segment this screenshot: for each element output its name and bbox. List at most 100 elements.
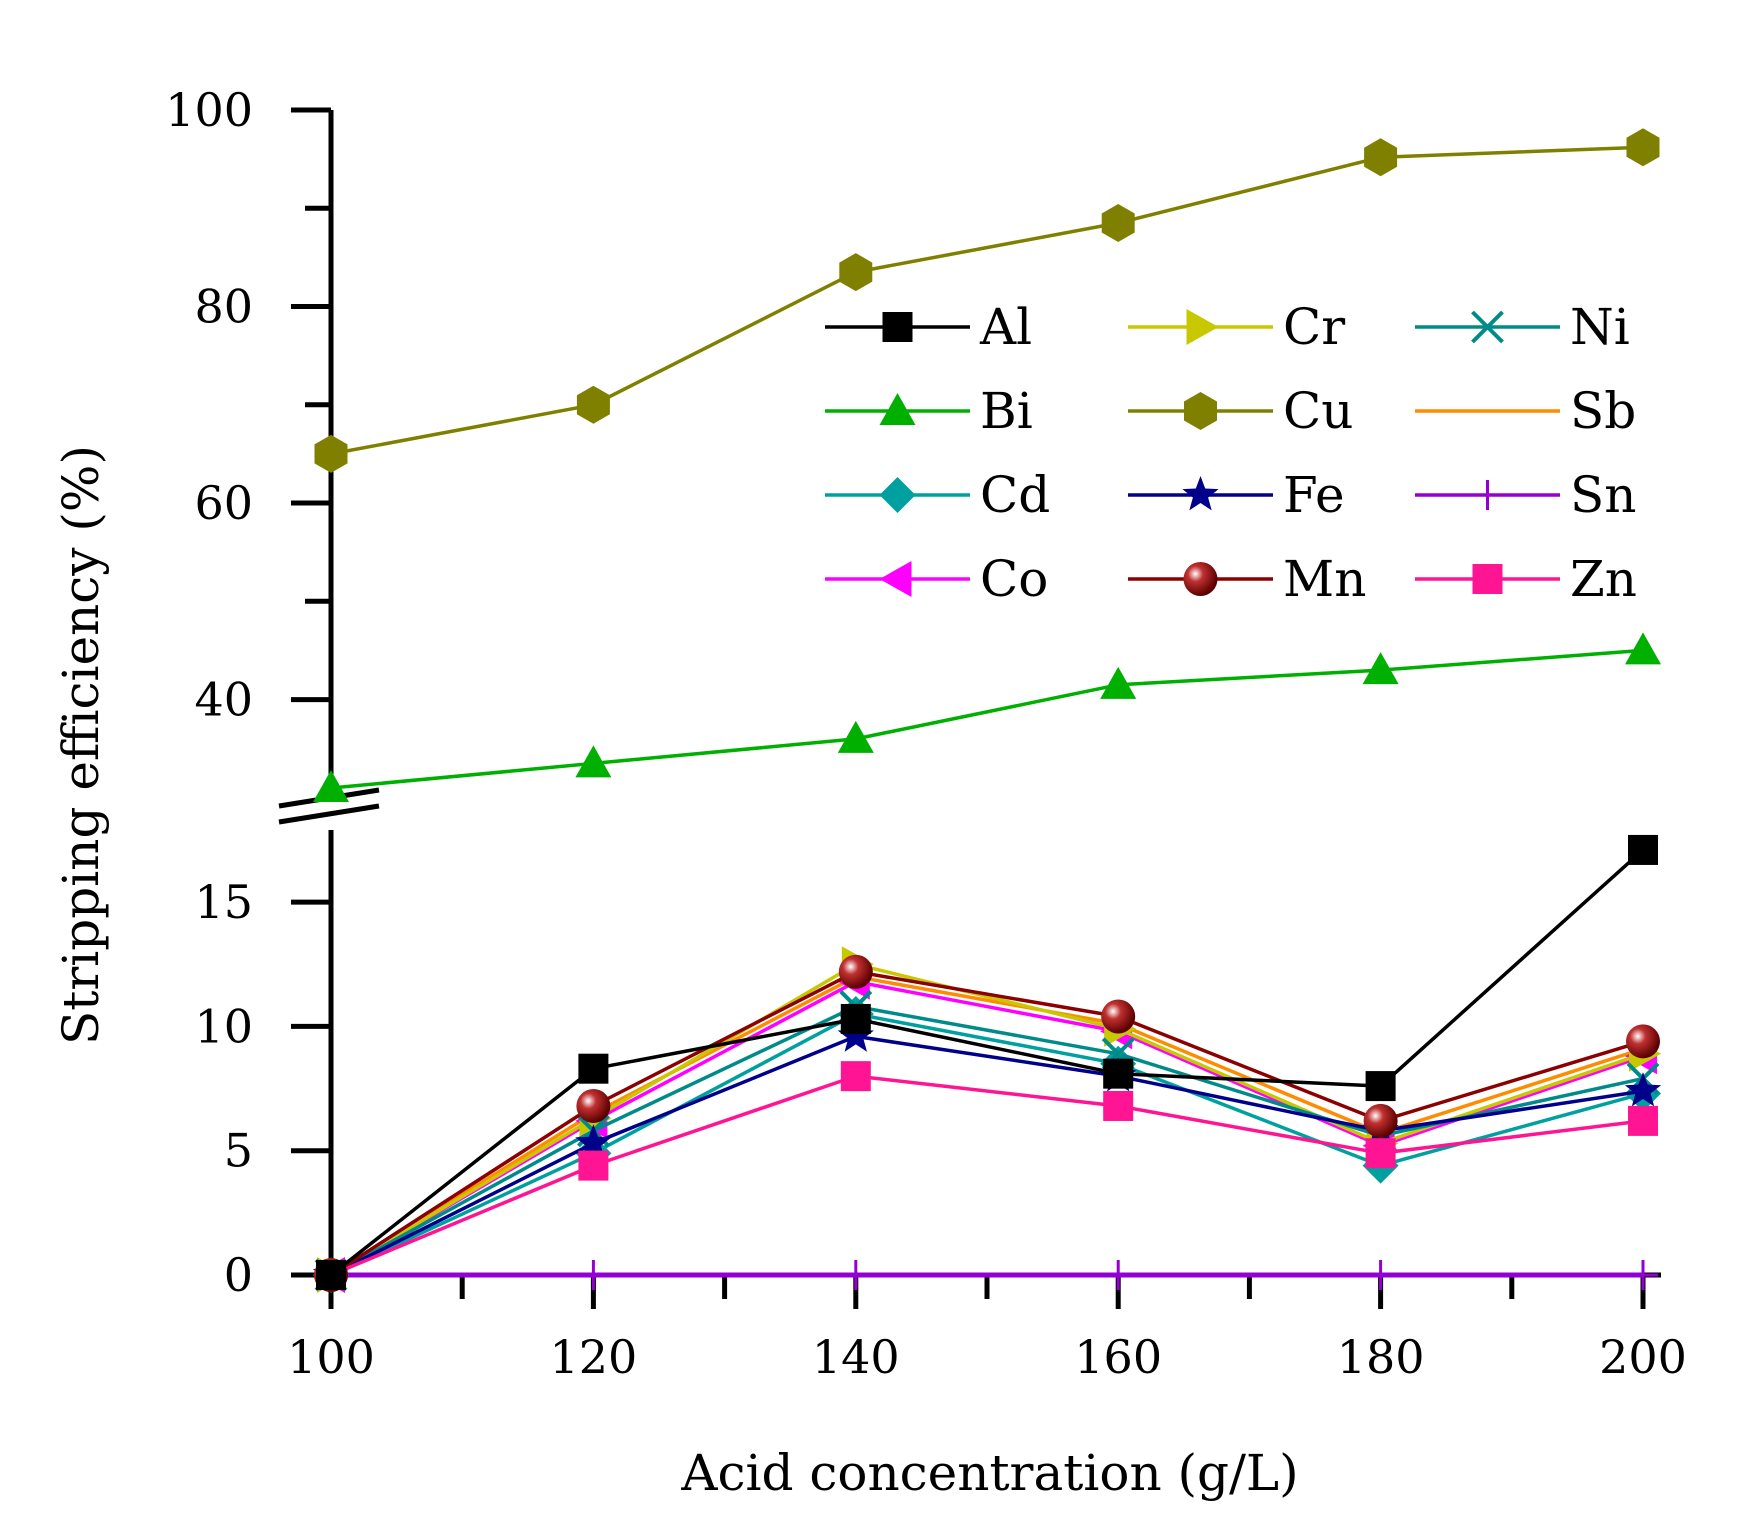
data-point-sn xyxy=(1103,1260,1134,1290)
data-point-bi xyxy=(837,720,874,753)
data-point-mn xyxy=(838,954,873,989)
series-layer xyxy=(312,128,1662,1293)
data-point-al xyxy=(1628,834,1658,865)
data-point-bi xyxy=(1362,652,1399,685)
data-point-bi xyxy=(313,770,349,802)
legend-label-cu: Cu xyxy=(1283,382,1353,440)
axes xyxy=(278,107,1661,1309)
data-point-zn xyxy=(578,1150,609,1181)
series-line-zn xyxy=(330,1074,1644,1277)
data-point-fe xyxy=(575,1124,612,1159)
series-ni xyxy=(314,990,1660,1292)
series-line-al xyxy=(329,848,1645,1277)
legend-item-ni: Ni xyxy=(1415,298,1630,356)
data-point-fe xyxy=(1624,1072,1662,1107)
data-point-mn xyxy=(576,1088,611,1123)
legend-marker-al xyxy=(882,312,913,342)
legend-marker-cr xyxy=(1186,309,1219,345)
legend-marker-co xyxy=(879,561,912,597)
legend-label-bi: Bi xyxy=(980,382,1033,440)
series-cu xyxy=(314,128,1660,473)
legend-marker-cd xyxy=(879,477,916,513)
data-point-cu xyxy=(576,385,610,424)
x-tick-label: 160 xyxy=(1074,1330,1162,1384)
data-point-fe xyxy=(837,1017,874,1052)
data-point-sn xyxy=(1365,1260,1396,1290)
data-point-al xyxy=(1365,1071,1396,1102)
y-tick-label: 40 xyxy=(194,673,253,727)
series-sb xyxy=(330,974,1644,1277)
series-line-sb xyxy=(330,974,1644,1277)
legend-label-sb: Sb xyxy=(1570,382,1636,440)
data-point-al xyxy=(1103,1058,1134,1089)
y-tick-label: 0 xyxy=(224,1248,253,1302)
data-point-zn xyxy=(1365,1138,1396,1169)
series-line-cd xyxy=(330,1012,1644,1277)
legend-item-mn: Mn xyxy=(1128,550,1366,608)
data-point-zn xyxy=(1628,1105,1658,1136)
legend-marker-mn xyxy=(1183,562,1218,596)
legend-item-cr: Cr xyxy=(1128,298,1345,356)
data-point-cu xyxy=(1364,138,1398,177)
series-line-bi xyxy=(330,648,1644,790)
series-line-mn xyxy=(330,969,1644,1277)
data-point-al xyxy=(316,1260,346,1290)
data-point-bi xyxy=(575,745,612,778)
series-fe xyxy=(312,1017,1662,1291)
legend-label-cr: Cr xyxy=(1283,298,1345,356)
data-point-mn xyxy=(1363,1103,1398,1138)
legend-item-bi: Bi xyxy=(825,382,1033,440)
legend-item-fe: Fe xyxy=(1128,466,1345,524)
legend-label-sn: Sn xyxy=(1570,466,1636,524)
data-point-zn xyxy=(840,1061,871,1092)
legend-label-al: Al xyxy=(979,298,1032,356)
legend-label-co: Co xyxy=(980,550,1048,608)
data-point-al xyxy=(840,1003,871,1034)
legend-label-ni: Ni xyxy=(1570,298,1630,356)
series-line-co xyxy=(330,979,1644,1277)
legend-label-zn: Zn xyxy=(1570,550,1637,608)
x-tick-label: 140 xyxy=(812,1330,900,1384)
y-tick-label: 10 xyxy=(194,999,253,1053)
series-mn xyxy=(314,954,1660,1292)
data-point-zn xyxy=(1103,1090,1134,1121)
data-point-cu xyxy=(314,434,348,473)
series-co xyxy=(313,963,1657,1293)
legend-marker-ni xyxy=(1471,310,1504,344)
data-point-cu xyxy=(1626,128,1660,167)
x-tick-label: 200 xyxy=(1599,1330,1687,1384)
legend-label-fe: Fe xyxy=(1283,466,1345,524)
legend-item-cd: Cd xyxy=(825,466,1050,524)
legend-label-mn: Mn xyxy=(1283,550,1366,608)
axis-break-mark-2 xyxy=(278,803,380,825)
y-tick-label: 15 xyxy=(194,875,253,929)
y-tick-label: 80 xyxy=(194,280,253,334)
legend-marker-fe xyxy=(1182,476,1219,511)
data-point-bi xyxy=(1625,632,1661,665)
data-point-cu xyxy=(839,253,873,292)
series-bi xyxy=(313,632,1661,802)
legend-marker-bi xyxy=(879,393,916,425)
data-point-sn xyxy=(1628,1260,1658,1290)
data-point-sn xyxy=(840,1260,871,1290)
data-point-mn xyxy=(1101,999,1136,1034)
legend-item-sn: Sn xyxy=(1415,466,1636,524)
data-point-al xyxy=(578,1053,609,1084)
tick-labels: 100 120 140 160 180 200 0 5 10 15 40 60 80 100 xyxy=(165,83,1687,1384)
data-point-mn xyxy=(1626,1024,1660,1059)
legend-item-co: Co xyxy=(825,550,1048,608)
legend-marker-cu xyxy=(1184,392,1217,430)
data-point-cu xyxy=(1101,204,1135,242)
x-axis-title: Acid concentration (g/L) xyxy=(680,1444,1298,1502)
x-tick-label: 100 xyxy=(287,1330,375,1384)
legend-label-cd: Cd xyxy=(980,466,1050,524)
series-zn xyxy=(316,1061,1658,1290)
series-line-ni xyxy=(330,1004,1644,1277)
series-line-cu xyxy=(330,145,1644,456)
x-tick-label: 120 xyxy=(549,1330,637,1384)
legend-item-sb: Sb xyxy=(1415,382,1636,440)
series-line-cr xyxy=(330,962,1644,1277)
series-line-fe xyxy=(330,1034,1644,1277)
y-tick-label: 100 xyxy=(165,83,253,137)
y-tick-label: 5 xyxy=(224,1124,253,1178)
